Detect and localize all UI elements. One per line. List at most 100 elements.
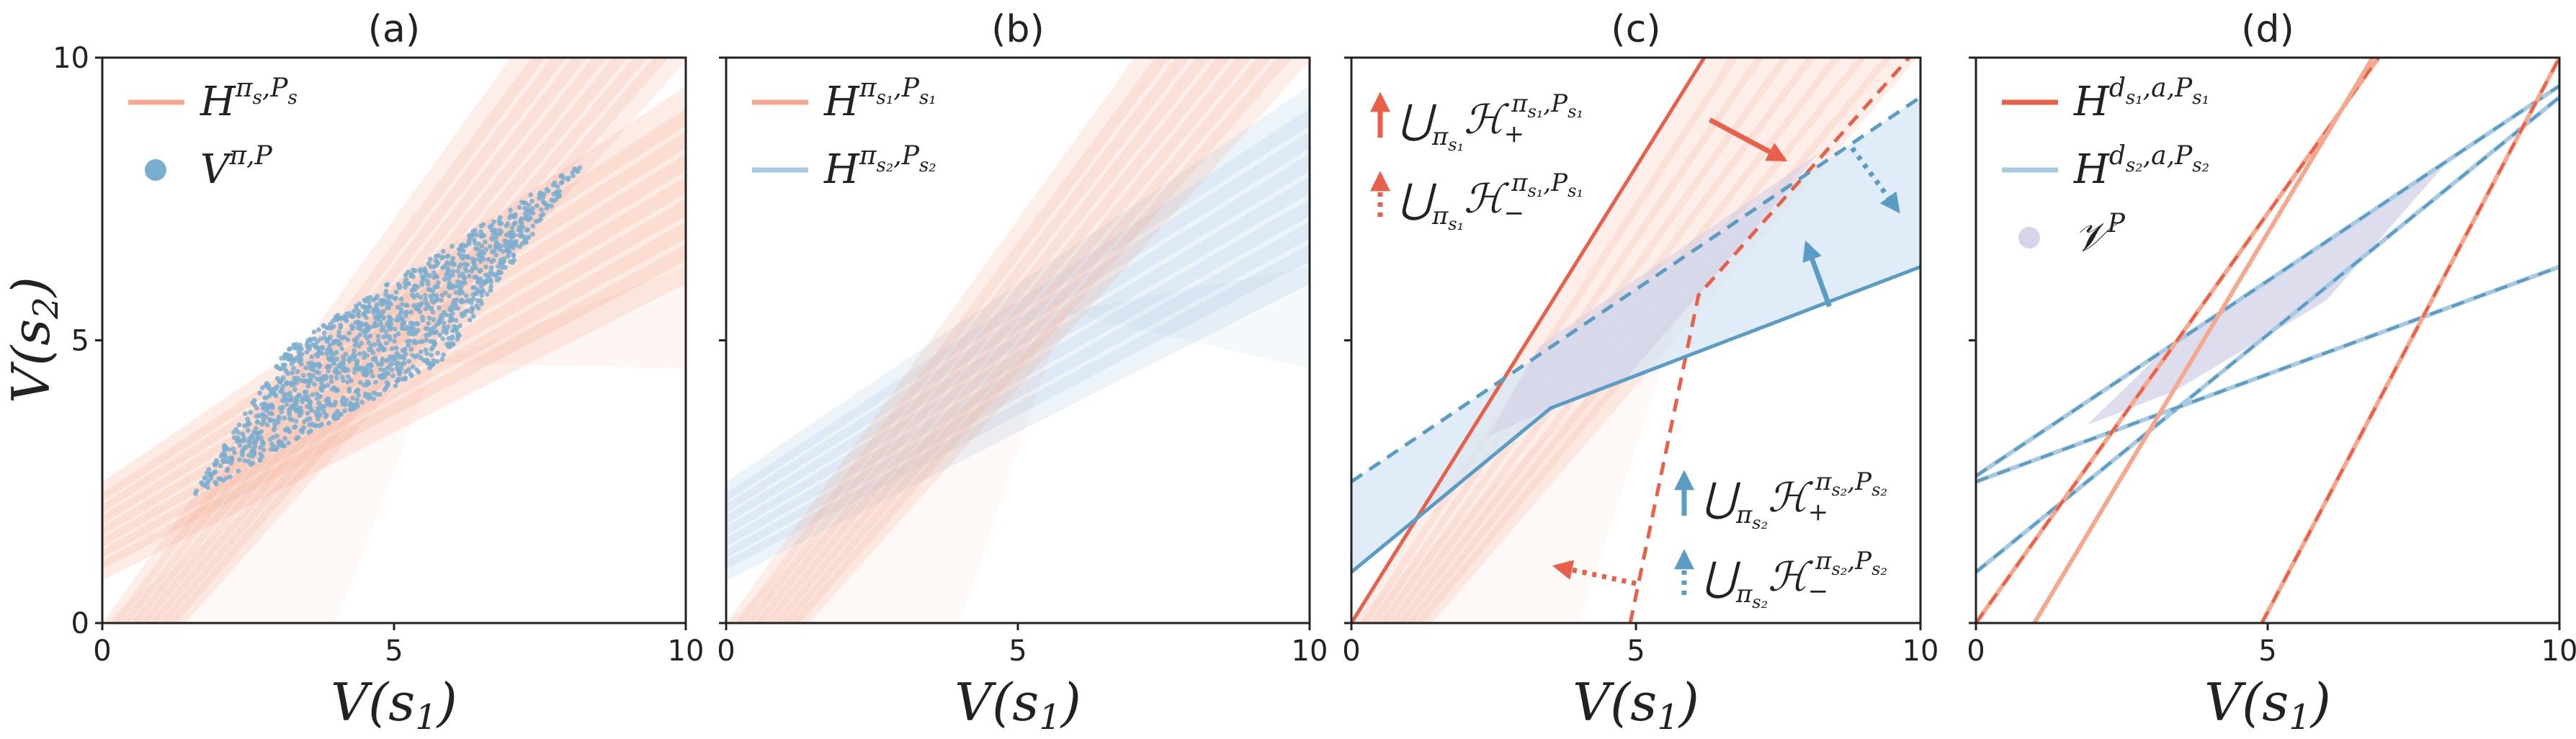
scatter-point <box>305 404 310 409</box>
scatter-point <box>455 331 460 336</box>
x-tick-label: 10 <box>2541 635 2576 668</box>
scatter-point <box>354 404 360 409</box>
scatter-point <box>471 260 476 266</box>
scatter-point <box>241 447 246 453</box>
scatter-point <box>354 335 360 341</box>
scatter-point <box>253 426 259 431</box>
scatter-point <box>260 411 266 417</box>
scatter-point <box>252 444 258 449</box>
scatter-point <box>428 293 434 299</box>
scatter-point <box>317 413 323 418</box>
blue-dashed-line <box>1351 95 1920 483</box>
scatter-point <box>497 231 502 237</box>
scatter-point <box>450 334 455 340</box>
scatter-point <box>372 341 377 347</box>
scatter-point <box>223 475 229 481</box>
scatter-point <box>393 383 398 388</box>
scatter-point <box>423 347 429 352</box>
scatter-point <box>498 257 504 262</box>
scatter-point <box>528 192 534 197</box>
blue-normal-arrow <box>1802 240 1832 308</box>
scatter-point <box>425 326 430 331</box>
scatter-point <box>249 434 254 440</box>
scatter-point <box>225 466 231 472</box>
scatter-point <box>251 448 256 454</box>
scatter-point <box>377 367 383 372</box>
scatter-point <box>373 380 378 385</box>
scatter-point <box>334 375 339 381</box>
scatter-point <box>458 254 464 259</box>
scatter-point <box>392 296 398 302</box>
scatter-point <box>473 291 478 297</box>
scatter-point <box>363 391 368 397</box>
scatter-point <box>413 306 419 311</box>
scatter-point <box>282 397 288 403</box>
scatter-point <box>523 239 528 244</box>
scatter-point <box>266 405 272 411</box>
scatter-point <box>419 282 425 287</box>
scatter-point <box>220 459 226 465</box>
scatter-point <box>452 298 457 303</box>
band-fan <box>726 86 1310 502</box>
scatter-point <box>395 360 401 366</box>
scatter-point <box>426 287 431 292</box>
legend-label: ⋃πs₂ℋ+πs₂,Ps₂ <box>1703 467 1887 533</box>
scatter-point <box>430 309 436 315</box>
scatter-point <box>516 205 522 210</box>
legend-entry: Hπs,Ps <box>128 73 298 125</box>
scatter-point <box>237 442 243 448</box>
scatter-point <box>298 411 304 416</box>
band-fan <box>726 108 1310 513</box>
scatter-point <box>352 353 358 359</box>
scatter-point <box>342 408 347 413</box>
scatter-point <box>299 362 304 367</box>
scatter-point <box>403 272 408 278</box>
scatter-point <box>282 415 287 421</box>
scatter-point <box>328 325 334 331</box>
scatter-point <box>426 315 432 321</box>
scatter-point <box>228 455 233 461</box>
legend-entry: Hds₂,a,Ps₂ <box>2002 141 2209 193</box>
legend-marker <box>145 159 166 181</box>
scatter-point <box>228 460 234 466</box>
scatter-point <box>274 364 279 370</box>
scatter-point <box>371 396 377 401</box>
scatter-point <box>491 219 496 225</box>
x-tick-label: 0 <box>1342 635 1360 668</box>
scatter-point <box>480 232 486 238</box>
scatter-point <box>505 246 511 252</box>
x-tick-label: 10 <box>1292 635 1328 668</box>
scatter-point <box>540 194 546 200</box>
scatter-point <box>470 306 475 312</box>
x-axis-label: V(s1) <box>954 672 1081 738</box>
scatter-point <box>294 402 300 408</box>
scatter-point <box>457 323 462 328</box>
panel-a-plot <box>102 58 686 623</box>
scatter-point <box>500 248 506 254</box>
scatter-point <box>488 279 493 285</box>
scatter-point <box>288 354 294 359</box>
panel-title: (b) <box>991 8 1045 51</box>
red-hyperplane-dash <box>1976 58 2380 623</box>
legend-entry: Hds₁,a,Ps₁ <box>2002 73 2209 125</box>
scatter-point <box>388 320 393 326</box>
scatter-point <box>453 290 459 295</box>
scatter-point <box>530 223 536 229</box>
scatter-point <box>540 212 546 217</box>
scatter-point <box>412 287 418 292</box>
scatter-point <box>261 419 267 425</box>
scatter-point <box>401 356 407 362</box>
scatter-point <box>304 349 310 355</box>
scatter-point <box>318 393 323 399</box>
scatter-point <box>479 243 485 249</box>
band-fan <box>1064 312 1310 369</box>
scatter-point <box>406 343 411 348</box>
scatter-point <box>393 345 399 351</box>
scatter-point <box>478 252 483 257</box>
scatter-point <box>339 346 344 351</box>
band-fan <box>102 199 686 558</box>
scatter-point <box>255 435 261 440</box>
scatter-point <box>424 337 429 343</box>
scatter-point <box>275 419 281 425</box>
scatter-point <box>361 328 367 334</box>
